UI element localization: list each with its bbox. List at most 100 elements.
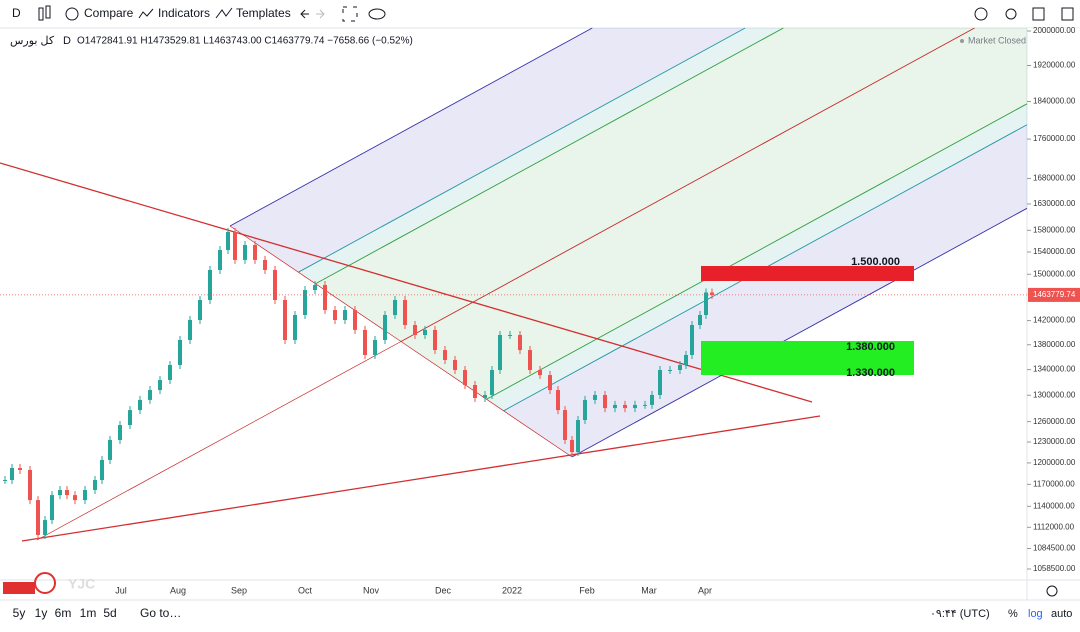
x-tick-label: Jul <box>115 585 127 595</box>
y-tick-label: 1630000.00 <box>1033 199 1076 208</box>
pitchfork-zone <box>486 103 1027 411</box>
indicators-icon[interactable] <box>138 8 154 19</box>
x-tick-label: Sep <box>231 585 247 595</box>
redo-button[interactable] <box>316 9 325 19</box>
candle-body <box>498 334 502 370</box>
interval-button[interactable]: D <box>12 6 21 20</box>
y-tick-label: 1580000.00 <box>1033 225 1076 234</box>
pitchfork-base <box>36 341 402 541</box>
candle-body <box>83 489 87 501</box>
axis-settings[interactable] <box>1046 585 1058 597</box>
trend-line <box>0 162 813 403</box>
y-tick-label: 1200000.00 <box>1033 458 1076 467</box>
y-tick-label: 1420000.00 <box>1033 316 1076 325</box>
y-tick-label: 1170000.00 <box>1033 479 1075 488</box>
y-tick-label: 1920000.00 <box>1033 61 1076 70</box>
candle-body <box>684 354 688 365</box>
candle-body <box>226 231 230 251</box>
candle-body <box>198 299 202 320</box>
candle-body <box>623 404 627 409</box>
y-tick-label: 1230000.00 <box>1033 437 1076 446</box>
candle-body <box>178 339 182 365</box>
watermark-logo <box>34 572 56 594</box>
candle-body <box>50 495 54 521</box>
candle-body <box>43 520 47 535</box>
templates-icon[interactable] <box>215 7 233 19</box>
symbol: کل بورس <box>10 35 55 47</box>
support-zone <box>701 341 914 375</box>
fullscreen-button[interactable] <box>342 6 358 22</box>
candle-body <box>556 390 560 411</box>
indicators-button[interactable]: Indicators <box>158 6 210 20</box>
y-tick-label: 1340000.00 <box>1033 365 1076 374</box>
percent-toggle[interactable]: % <box>1008 608 1018 620</box>
zone-label: 1.380.000 <box>846 341 895 353</box>
status-dot <box>960 39 964 43</box>
candle-body <box>188 319 192 340</box>
candle-body <box>704 292 708 316</box>
compare-icon[interactable] <box>65 7 79 21</box>
current-price: 1463779.74 <box>1033 290 1076 299</box>
candle-body <box>263 259 267 270</box>
candle-body <box>58 489 62 496</box>
y-tick-label: 1380000.00 <box>1033 340 1076 349</box>
candle-body <box>613 404 617 409</box>
templates-button[interactable]: Templates <box>236 6 291 20</box>
range-button[interactable]: 5d <box>103 606 116 620</box>
candle-body <box>363 329 367 355</box>
candle-body <box>643 404 647 406</box>
auto-toggle[interactable]: auto <box>1051 608 1072 620</box>
range-button[interactable]: 6m <box>55 606 72 620</box>
candle-body <box>233 231 237 260</box>
snapshot-button[interactable] <box>1032 7 1045 21</box>
goto-button[interactable]: Go to… <box>140 606 181 620</box>
candle-body <box>93 479 97 490</box>
resistance-zone <box>701 266 914 281</box>
pitchfork-zone <box>315 28 1027 400</box>
y-tick-label: 1540000.00 <box>1033 247 1076 256</box>
candle-body <box>168 364 172 381</box>
candle-body <box>413 325 417 335</box>
hide-button[interactable] <box>368 8 386 20</box>
range-button[interactable]: 5y <box>13 606 26 620</box>
settings-button[interactable] <box>974 7 988 21</box>
candle-body <box>563 410 567 440</box>
candle-body <box>508 334 512 336</box>
share-button[interactable] <box>1005 8 1017 20</box>
x-tick-label: Nov <box>363 585 380 595</box>
candle-body <box>490 369 494 395</box>
candle-body <box>28 469 32 501</box>
candle-body <box>3 479 7 481</box>
chart-style-button[interactable] <box>38 5 51 21</box>
y-tick-label: 1058500.00 <box>1033 564 1076 573</box>
candle-body <box>473 385 477 398</box>
x-tick-label: Mar <box>641 585 657 595</box>
log-toggle[interactable]: log <box>1028 608 1043 620</box>
candle-body <box>303 290 307 316</box>
candle-body <box>293 315 297 340</box>
clock: ۰۹:۴۴ (UTC) <box>930 608 990 620</box>
candle-body <box>668 369 672 371</box>
candle-body <box>36 500 40 535</box>
undo-button[interactable] <box>300 9 309 19</box>
y-tick-label: 1084500.00 <box>1033 544 1076 553</box>
candle-body <box>333 310 337 320</box>
candle-body <box>343 310 347 320</box>
candle-body <box>128 410 132 426</box>
pitchfork-base <box>229 225 573 458</box>
y-tick-label: 1760000.00 <box>1033 134 1076 143</box>
range-button[interactable]: 1m <box>80 606 97 620</box>
candle-body <box>65 489 69 496</box>
range-button[interactable]: 1y <box>35 606 48 620</box>
candle-body <box>710 292 714 295</box>
candle-body <box>18 468 22 470</box>
fullscreen-toggle[interactable] <box>1061 7 1074 21</box>
compare-button[interactable]: Compare <box>84 6 134 20</box>
candle-body <box>403 299 407 326</box>
x-tick-label: 2022 <box>502 585 522 595</box>
trend-line <box>21 415 821 542</box>
candle-body <box>633 404 637 409</box>
candle-body <box>208 269 212 300</box>
candle-body <box>690 325 694 355</box>
x-tick-label: Oct <box>298 585 313 595</box>
